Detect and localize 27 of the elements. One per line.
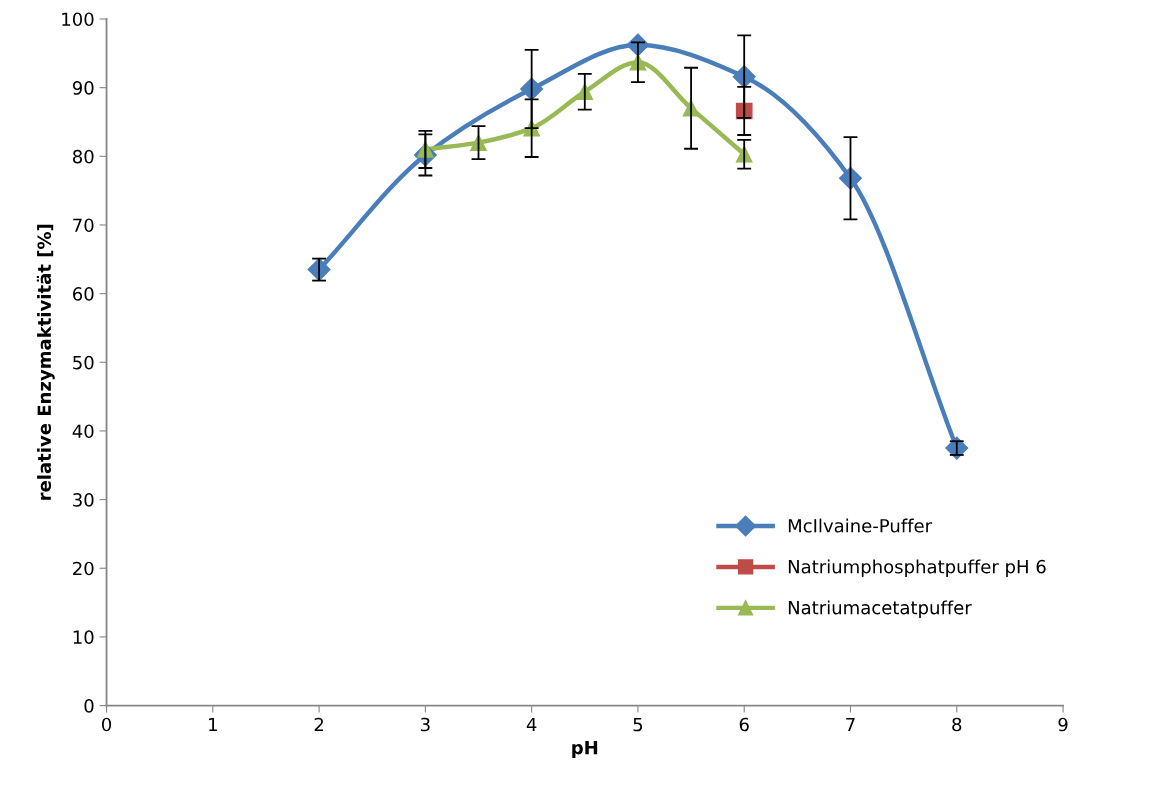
x-tick-label: 2 [314,717,324,732]
y-tick-label: 60 [73,287,94,301]
y-tick-label: 70 [73,218,94,233]
x-tick-label: 0 [101,717,112,732]
y-tick-label: 80 [72,149,94,164]
y-axis-title: relative Enzymaktivität [%] [36,224,55,500]
y-tick-label: 20 [73,561,94,576]
y-tick-label: 50 [73,355,94,370]
x-tick-label: 5 [633,717,643,732]
point [838,166,862,190]
x-tick-label: 6 [739,717,749,732]
x-tick-label: 9 [1058,717,1068,732]
legend-label: McIlvaine-Puffer [788,518,933,533]
y-tick-label: 100 [62,12,94,27]
legend-label: Natriumphosphatpuffer pH 6 [788,559,1046,577]
x-tick-label: 3 [421,717,430,732]
x-axis-title: pH [572,740,598,758]
x-tick-label: 1 [209,717,217,732]
y-tick-label: 40 [72,424,94,439]
y-tick-label: 30 [73,493,94,507]
x-tick-label: 7 [846,717,855,732]
y-tick-label: 0 [84,699,94,713]
y-tick-label: 90 [72,81,94,95]
x-tick-label: 4 [526,717,537,732]
legend-label: Natriumacetatpuffer [788,600,972,618]
x-tick-label: 8 [952,717,962,732]
y-tick-label: 10 [73,630,94,645]
